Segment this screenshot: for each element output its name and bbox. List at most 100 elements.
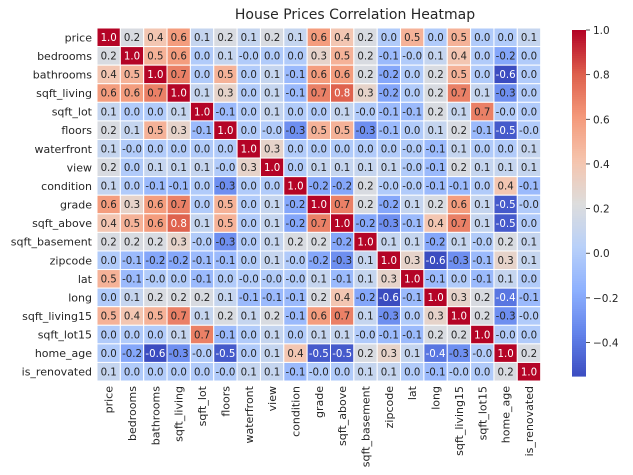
colorbar-segment: [572, 215, 586, 219]
colorbar-segment: [572, 354, 586, 358]
colorbar-segment: [572, 144, 586, 148]
cell-value-label: 0.0: [474, 367, 490, 378]
cell-value-label: 0.3: [217, 89, 233, 100]
y-tick-labels: price bedrooms bathrooms sqft_living sqft_lo…: [11, 31, 93, 378]
colorbar-segment: [572, 222, 586, 226]
colorbar-tick-label: 1.0: [593, 25, 610, 37]
cell-value-label: -0.3: [215, 237, 235, 248]
colorbar-segment: [572, 32, 586, 35]
cell-value-label: -0.1: [332, 275, 352, 286]
cell-value-label: 0.1: [334, 107, 350, 118]
colorbar-segment: [572, 265, 586, 269]
cell-value-label: 0.1: [194, 219, 210, 230]
colorbar-tick-label: 0.0: [593, 248, 610, 260]
cell-value-label: 0.2: [101, 126, 117, 137]
cell-value-label: -0.3: [286, 126, 306, 137]
cell-value-label: 0.1: [498, 163, 514, 174]
cell-value-label: 0.1: [264, 107, 280, 118]
colorbar-segment: [572, 77, 586, 81]
cell-value-label: 0.0: [124, 163, 140, 174]
cell-value-label: -0.2: [379, 70, 399, 81]
cell-value-label: 1.0: [264, 163, 280, 174]
cell-value-label: 0.1: [101, 367, 117, 378]
colorbar-segment: [572, 196, 586, 200]
colorbar-segment: [572, 179, 586, 182]
colorbar-segment: [572, 200, 586, 204]
colorbar-segment: [572, 295, 586, 299]
colorbar-segment: [572, 49, 586, 53]
cell-value-label: -0.1: [286, 367, 306, 378]
cell-value-label: -0.0: [519, 126, 539, 137]
cell-value-label: 0.1: [521, 237, 537, 248]
cell-value-label: -0.2: [332, 182, 352, 193]
cell-value-label: 0.5: [147, 52, 163, 63]
cell-value-label: 0.0: [264, 52, 280, 63]
cell-value-label: 0.5: [217, 219, 233, 230]
cell-value-label: 0.1: [124, 126, 140, 137]
cell-value-label: 0.0: [194, 52, 210, 63]
cell-value-label: -0.0: [262, 126, 282, 137]
cell-value-label: -0.5: [332, 349, 352, 360]
cell-value-label: 0.2: [451, 163, 467, 174]
colorbar-segment: [572, 118, 586, 122]
colorbar-segment: [572, 146, 586, 150]
cell-value-label: -0.2: [379, 89, 399, 100]
cell-value-label: -0.0: [286, 256, 306, 267]
colorbar-segment: [572, 168, 586, 172]
cell-value-label: -0.1: [286, 312, 306, 323]
cell-value-label: 0.4: [334, 293, 350, 304]
colorbar-segment: [572, 218, 586, 221]
cell-value-label: -0.1: [402, 219, 422, 230]
colorbar-segment: [572, 92, 586, 96]
cell-value-label: -0.1: [379, 330, 399, 341]
cell-value-label: -0.2: [496, 52, 516, 63]
cell-value-label: 0.6: [101, 89, 117, 100]
colorbar-segment: [572, 120, 586, 124]
cell-value-label: 0.0: [287, 163, 303, 174]
cell-value-label: 0.4: [334, 33, 350, 44]
cell-value-label: 0.1: [194, 89, 210, 100]
cell-value-label: 0.0: [194, 367, 210, 378]
cell-value-label: 0.0: [124, 367, 140, 378]
cell-value-label: 0.1: [357, 256, 373, 267]
cell-value-label: 0.7: [311, 219, 327, 230]
colorbar-segment: [572, 369, 586, 373]
cell-value-label: 0.2: [101, 163, 117, 174]
cell-value-label: 0.6: [334, 70, 350, 81]
x-tick-label: lat: [406, 385, 419, 400]
cell-value-label: 0.1: [357, 163, 373, 174]
cell-value-label: 0.1: [311, 330, 327, 341]
cell-value-label: 0.0: [474, 182, 490, 193]
cell-value-label: 0.0: [427, 33, 443, 44]
cell-value-label: 0.0: [404, 312, 420, 323]
colorbar-segment: [572, 73, 586, 77]
cell-value-label: 0.2: [147, 293, 163, 304]
cell-value-label: -0.3: [356, 126, 376, 137]
cell-value-label: 0.1: [451, 237, 467, 248]
cell-value-label: 0.1: [101, 182, 117, 193]
colorbar-segment: [572, 326, 586, 330]
colorbar-segment: [572, 131, 586, 135]
cell-value-label: 0.0: [521, 107, 537, 118]
colorbar-segment: [572, 40, 586, 44]
cell-value-label: 1.0: [451, 312, 467, 323]
x-tick-label: view: [266, 386, 279, 411]
colorbar-segment: [572, 148, 586, 152]
x-tick-label: sqft_lot15: [476, 386, 489, 440]
colorbar-segment: [572, 317, 586, 321]
cell-value-label: 0.0: [404, 70, 420, 81]
colorbar-segment: [572, 81, 586, 85]
cell-value-label: -0.1: [215, 256, 235, 267]
cell-value-label: -0.1: [402, 293, 422, 304]
chart-title: House Prices Correlation Heatmap: [235, 7, 475, 23]
colorbar-segment: [572, 274, 586, 278]
cell-value-label: 0.2: [264, 312, 280, 323]
colorbar-segment: [572, 30, 586, 33]
cell-value-label: 0.2: [498, 367, 514, 378]
colorbar-segment: [572, 343, 586, 347]
cell-value-label: -0.6: [145, 349, 165, 360]
colorbar: 1.0 0.8 0.6 0.4 0.2 0.0 −0.2 −0.4: [572, 25, 619, 377]
colorbar-segment: [572, 187, 586, 191]
colorbar-segment: [572, 170, 586, 174]
x-tick-label: zipcode: [383, 386, 396, 429]
